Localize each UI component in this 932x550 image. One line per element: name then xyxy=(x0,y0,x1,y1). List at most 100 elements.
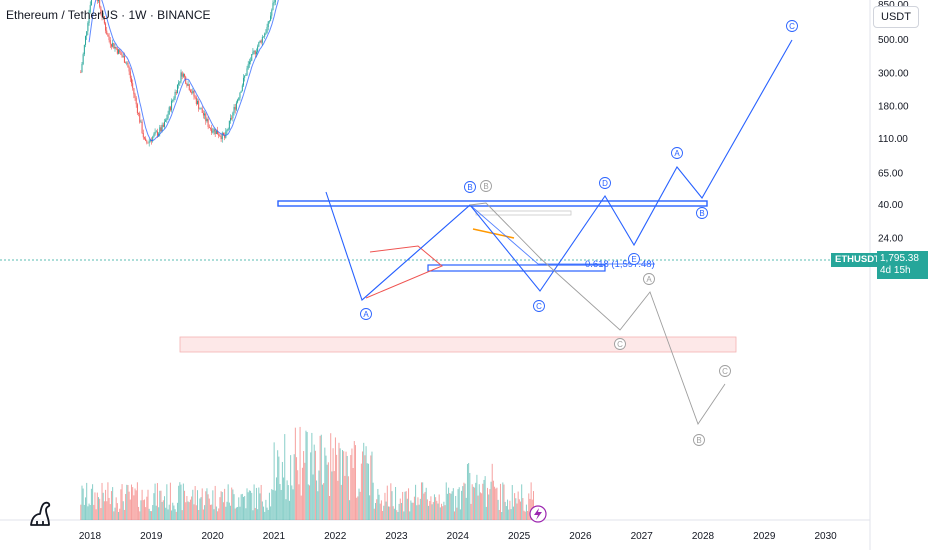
volume-bar xyxy=(257,509,259,520)
volume-bar xyxy=(501,511,503,520)
candle-body xyxy=(115,46,117,49)
resistance-band[interactable] xyxy=(277,200,708,207)
volume-bar xyxy=(233,494,235,520)
volume-bar xyxy=(485,506,487,520)
volume-bar xyxy=(324,447,326,520)
volume-bar xyxy=(164,496,166,520)
tradingview-dino-icon[interactable] xyxy=(28,499,54,527)
candle-body xyxy=(155,131,157,133)
candle-body xyxy=(253,50,255,52)
candle-body xyxy=(257,46,259,52)
volume-bar xyxy=(278,456,280,520)
volume-bar xyxy=(80,504,82,520)
blue-channel[interactable] xyxy=(361,204,539,301)
volume-bar xyxy=(93,504,95,520)
lower-range-box[interactable] xyxy=(427,264,606,272)
svg-text:A: A xyxy=(363,310,369,319)
volume-bar xyxy=(369,495,371,520)
candle-body xyxy=(101,12,103,17)
volume-bar xyxy=(152,505,154,520)
gray-wave-path[interactable] xyxy=(469,202,726,425)
volume-bar xyxy=(351,448,353,520)
volume-bar xyxy=(82,488,84,520)
volume-bar xyxy=(391,491,393,520)
candle-body xyxy=(240,91,242,93)
moving-average-line xyxy=(88,0,279,142)
volume-bar xyxy=(399,498,401,520)
wave-label-b: B xyxy=(696,207,708,219)
volume-bar xyxy=(347,476,349,520)
volume-bar xyxy=(275,477,277,520)
gray-resistance-box[interactable] xyxy=(475,210,572,216)
volume-bar xyxy=(331,471,333,520)
candle-body xyxy=(225,131,227,138)
candle-body xyxy=(140,121,142,123)
candle-body xyxy=(261,36,263,43)
time-axis[interactable]: 2018 2019 2020 2021 2022 2023 2024 2025 2026 2027… xyxy=(79,531,837,542)
volume-bar xyxy=(491,463,493,520)
candle-body xyxy=(146,140,148,143)
volume-bar xyxy=(225,506,227,520)
candle-body xyxy=(207,119,209,127)
triangle-pattern[interactable] xyxy=(365,245,443,299)
candle-body xyxy=(120,52,122,55)
volume-bar xyxy=(189,499,191,520)
candle-body xyxy=(237,99,239,103)
candle-body xyxy=(200,108,202,110)
volume-bar xyxy=(464,483,466,520)
candle-body xyxy=(172,99,174,101)
volume-bar xyxy=(239,506,241,520)
volume-bar xyxy=(141,489,143,520)
volume-bar xyxy=(390,483,392,520)
candle-body xyxy=(148,140,150,143)
volume-bar xyxy=(175,511,177,520)
currency-button[interactable]: USDT xyxy=(873,6,919,28)
candle-body xyxy=(153,134,155,137)
volume-bar xyxy=(113,511,115,520)
volume-bar xyxy=(410,500,412,520)
volume-bar xyxy=(505,506,507,520)
volume-bar xyxy=(263,506,265,520)
volume-bar xyxy=(416,505,418,520)
candle-body xyxy=(248,61,250,65)
wave-label-c: C xyxy=(533,300,545,312)
candle-body xyxy=(143,137,145,139)
candle-body xyxy=(132,83,134,89)
support-zone[interactable] xyxy=(179,336,737,353)
volume-bar xyxy=(340,484,342,520)
volume-bar xyxy=(242,496,244,520)
volume-bar xyxy=(305,430,307,520)
volume-bar xyxy=(345,451,347,520)
volume-bar xyxy=(408,488,410,520)
volume-bar xyxy=(306,432,308,520)
wave-label-b: B xyxy=(464,181,476,193)
candle-body xyxy=(138,113,140,114)
volume-bar xyxy=(406,498,408,520)
volume-bar xyxy=(264,511,266,520)
volume-bar xyxy=(234,508,236,520)
symbol-title[interactable]: Ethereum / TetherUS · 1W · BINANCE xyxy=(6,8,211,22)
candle-body xyxy=(178,82,180,85)
candle-body xyxy=(191,92,193,94)
volume-bar xyxy=(226,501,228,520)
blue-wave-path-1[interactable] xyxy=(325,39,793,301)
volume-bar xyxy=(360,463,362,520)
volume-bar xyxy=(307,484,309,520)
svg-text:B: B xyxy=(467,183,472,192)
volume-bar xyxy=(313,444,315,520)
volume-bar xyxy=(515,498,517,520)
candle-body xyxy=(272,2,274,11)
volume-bar xyxy=(178,485,180,520)
candle-body xyxy=(270,15,272,21)
volume-bar xyxy=(167,509,169,520)
volume-bar xyxy=(438,494,440,520)
price-axis[interactable]: 60,000.0036,000.0022,000.0012,000.007,00… xyxy=(878,0,923,245)
volume-bar xyxy=(213,509,215,520)
candle-body xyxy=(224,135,226,138)
volume-bar xyxy=(237,507,239,520)
volume-bar xyxy=(415,484,417,520)
volume-bar xyxy=(465,497,467,520)
volume-bar xyxy=(445,482,447,520)
lightning-icon[interactable] xyxy=(529,505,547,523)
